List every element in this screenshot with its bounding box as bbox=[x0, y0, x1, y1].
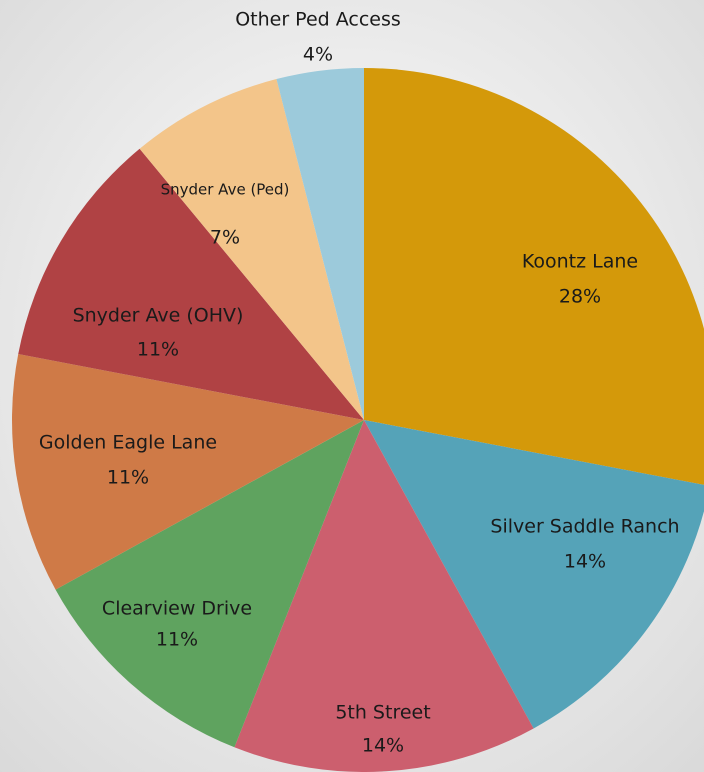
pie-slice bbox=[364, 420, 704, 729]
pie-slice bbox=[18, 148, 364, 420]
slice-value-label: 11% bbox=[137, 339, 179, 361]
pie-slice bbox=[234, 420, 534, 772]
slice-value-label: 28% bbox=[559, 286, 601, 308]
pie-slice bbox=[139, 79, 364, 421]
slice-label: Silver Saddle Ranch bbox=[490, 516, 679, 538]
pie-slice bbox=[364, 68, 704, 485]
slice-label: Koontz Lane bbox=[522, 251, 638, 273]
slice-label: Clearview Drive bbox=[102, 598, 252, 620]
slice-value-label: 14% bbox=[564, 551, 606, 573]
slice-value-label: 4% bbox=[303, 44, 333, 66]
slice-value-label: 14% bbox=[362, 735, 404, 757]
slice-value-label: 11% bbox=[156, 629, 198, 651]
pie-slice bbox=[276, 68, 364, 420]
slice-label: Golden Eagle Lane bbox=[39, 432, 217, 454]
slice-label: Snyder Ave (Ped) bbox=[161, 181, 290, 199]
slice-label: 5th Street bbox=[335, 702, 430, 724]
pie-slice bbox=[12, 354, 365, 590]
slice-value-label: 11% bbox=[107, 467, 149, 489]
slice-value-label: 7% bbox=[210, 227, 240, 249]
slice-label: Snyder Ave (OHV) bbox=[73, 305, 244, 327]
pie-slice bbox=[55, 420, 365, 748]
slice-label: Other Ped Access bbox=[235, 9, 401, 31]
